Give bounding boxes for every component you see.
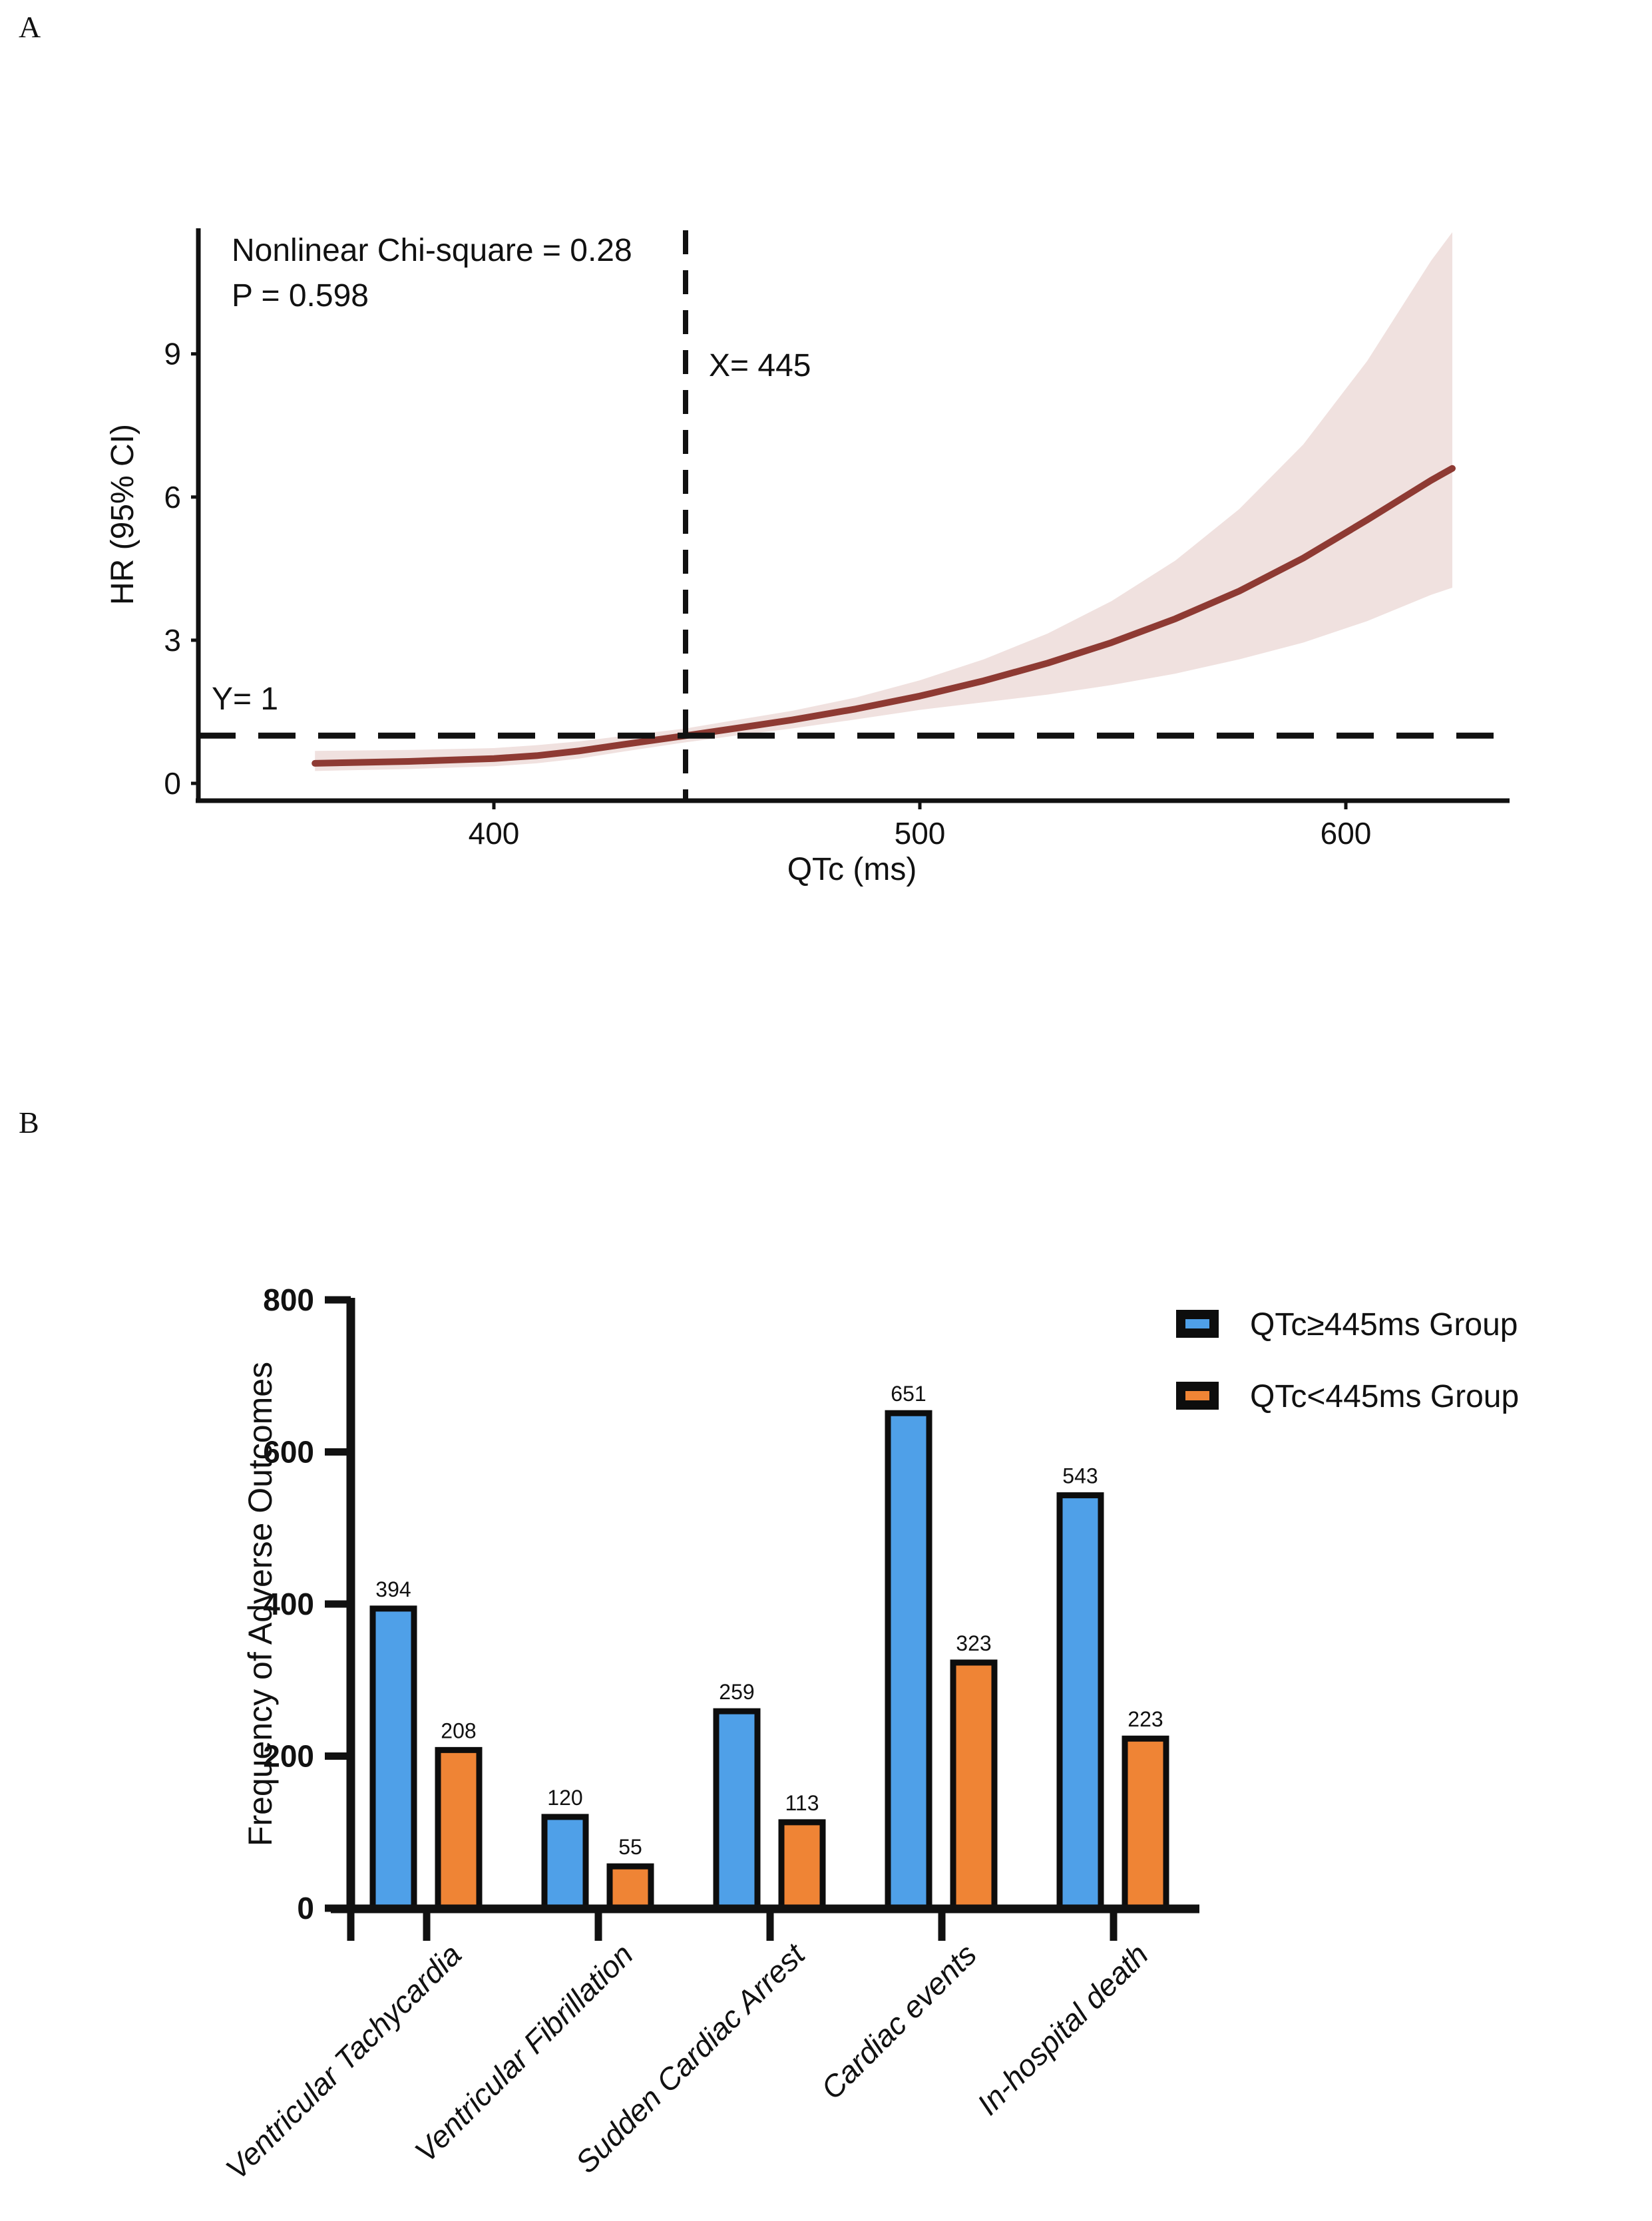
bar-geq445 <box>713 1708 761 1912</box>
panel-b-y-tick-label: 0 <box>297 1891 314 1925</box>
bar-value-label: 259 <box>719 1680 754 1704</box>
legend-swatch <box>1176 1382 1219 1410</box>
panel-a-y-tick-label: 9 <box>164 337 181 371</box>
panel-b-plot: 0 200 400 600 800 394 120 259 651 543 208 55 113 323 2… <box>219 1283 1519 2186</box>
bar-value-label: 55 <box>618 1835 642 1859</box>
panel-a-annotation-pvalue: P = 0.598 <box>232 278 369 313</box>
bar-geq445 <box>1056 1492 1104 1912</box>
legend-label: QTc≥445ms Group <box>1250 1307 1518 1342</box>
bar-geq445 <box>541 1814 589 1912</box>
category-label: Cardiac events <box>814 1937 983 2106</box>
panel-a-plot: 0 3 6 9 400 500 600 <box>164 230 1508 851</box>
bar-lt445 <box>1122 1735 1169 1912</box>
panel-a-x-tick-label: 600 <box>1321 816 1372 851</box>
panel-b-letter: B <box>19 1106 39 1139</box>
panel-a-refline-x-label: X= 445 <box>709 348 811 383</box>
panel-b-y-tick-label: 200 <box>263 1739 314 1774</box>
bar-lt445 <box>606 1863 654 1912</box>
category-label: In-hospital death <box>970 1937 1155 2121</box>
panel-b-y-tick-label: 800 <box>263 1283 314 1317</box>
panel-a-refline-y-label: Y= 1 <box>212 682 278 717</box>
legend-label: QTc<445ms Group <box>1250 1379 1519 1414</box>
bar-value-label: 543 <box>1062 1464 1098 1488</box>
panel-a-y-tick-label: 3 <box>164 623 181 658</box>
bar-lt445 <box>435 1746 483 1912</box>
bar-value-label: 120 <box>547 1786 582 1810</box>
panel-a-y-tick-label: 0 <box>164 766 181 801</box>
panel-b-y-tick-label: 600 <box>263 1435 314 1470</box>
bar-value-label: 651 <box>891 1382 926 1406</box>
bar-value-label: 208 <box>441 1718 476 1742</box>
panel-b-y-tick-label: 400 <box>263 1587 314 1621</box>
panel-b: B 0 200 400 600 800 394 120 259 651 543 208 55 113 32… <box>19 1106 1519 2186</box>
panel-b-y-axis-title: Frequency of Adverse Outcomes <box>242 1362 279 1846</box>
bar-value-label: 223 <box>1128 1707 1163 1731</box>
hr-spline-curve <box>311 465 1456 767</box>
panel-a-annotation-chisq: Nonlinear Chi-square = 0.28 <box>232 233 632 268</box>
panel-a-x-tick-label: 400 <box>469 816 520 851</box>
bar-value-label: 113 <box>785 1791 819 1815</box>
panel-a-x-axis-title: QTc (ms) <box>787 852 917 887</box>
confidence-band <box>315 232 1453 771</box>
panel-a-y-tick-label: 6 <box>164 480 181 514</box>
bar-value-label: 394 <box>375 1577 411 1601</box>
bar-lt445 <box>950 1659 998 1912</box>
panel-a-y-axis-title: HR (95% CI) <box>105 424 140 605</box>
bar-geq445 <box>885 1410 932 1912</box>
panel-a-letter: A <box>19 10 41 44</box>
panel-a-x-tick-label: 500 <box>895 816 946 851</box>
legend-swatch <box>1176 1310 1219 1338</box>
panel-a: A 0 3 6 9 400 500 600 Nonlinear Chi-square = 0… <box>19 10 1510 887</box>
bar-lt445 <box>778 1819 826 1912</box>
bar-geq445 <box>369 1605 417 1912</box>
bar-value-label: 323 <box>956 1631 991 1655</box>
